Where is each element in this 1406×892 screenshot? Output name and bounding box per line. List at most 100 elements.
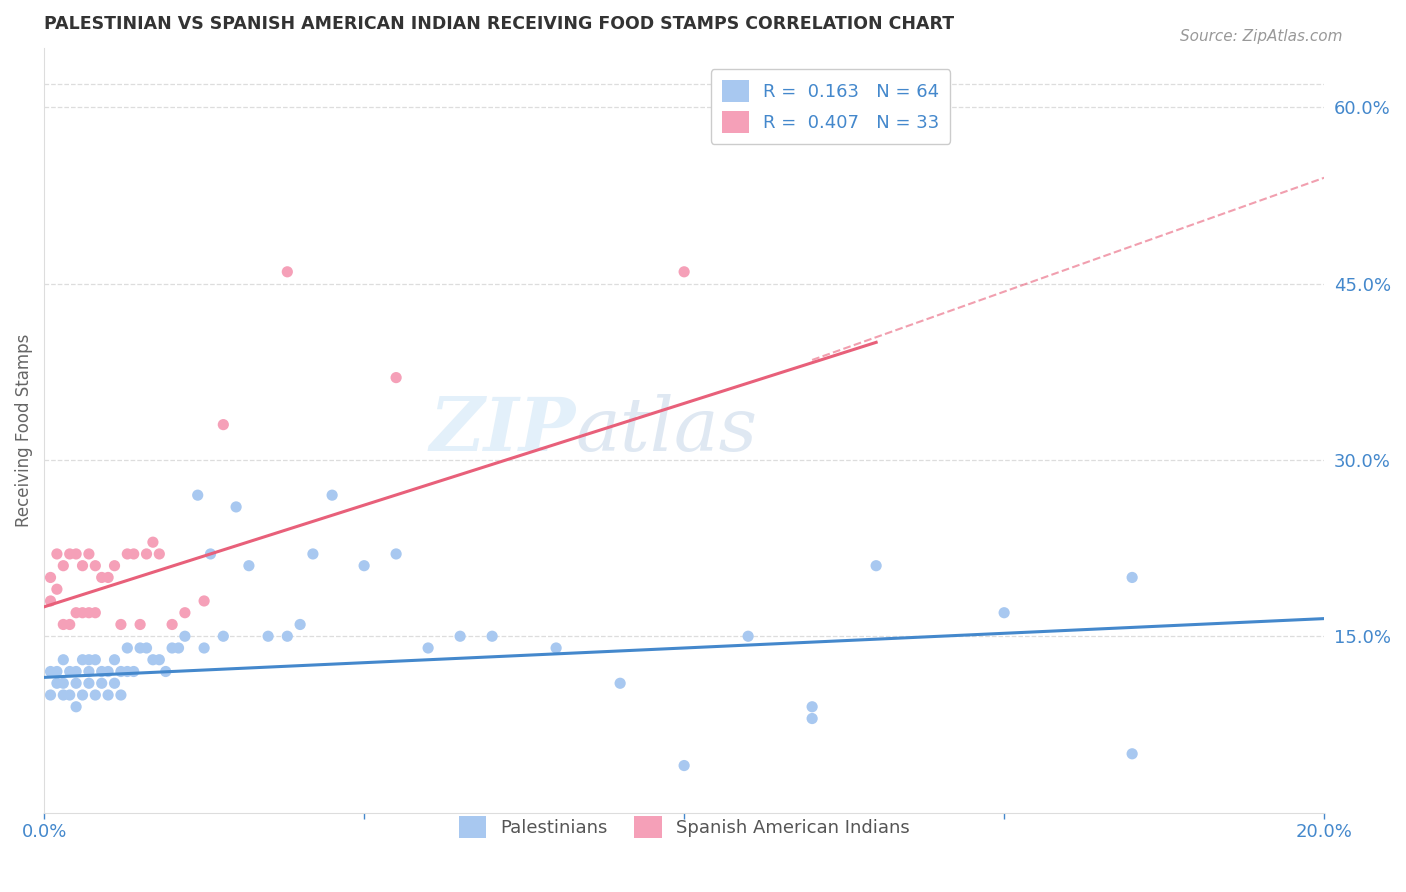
Point	[212, 629, 235, 643]
Point	[65, 676, 87, 690]
Point	[155, 665, 177, 679]
Point	[142, 535, 165, 549]
Point	[65, 606, 87, 620]
Point	[39, 665, 62, 679]
Point	[59, 547, 82, 561]
Point	[97, 665, 120, 679]
Text: Source: ZipAtlas.com: Source: ZipAtlas.com	[1180, 29, 1343, 44]
Point	[72, 688, 94, 702]
Point	[122, 547, 145, 561]
Point	[673, 758, 696, 772]
Point	[481, 629, 503, 643]
Point	[122, 665, 145, 679]
Point	[160, 640, 183, 655]
Text: atlas: atlas	[575, 394, 758, 467]
Point	[110, 688, 132, 702]
Point	[110, 617, 132, 632]
Legend: Palestinians, Spanish American Indians: Palestinians, Spanish American Indians	[451, 809, 917, 846]
Point	[72, 653, 94, 667]
Point	[39, 688, 62, 702]
Point	[77, 665, 100, 679]
Y-axis label: Receiving Food Stamps: Receiving Food Stamps	[15, 334, 32, 527]
Point	[225, 500, 247, 514]
Point	[135, 547, 157, 561]
Point	[801, 699, 824, 714]
Point	[77, 653, 100, 667]
Point	[801, 712, 824, 726]
Point	[129, 640, 152, 655]
Point	[238, 558, 260, 573]
Point	[59, 617, 82, 632]
Point	[174, 606, 197, 620]
Point	[193, 640, 215, 655]
Point	[148, 547, 170, 561]
Point	[257, 629, 280, 643]
Point	[117, 665, 139, 679]
Point	[103, 676, 125, 690]
Point	[90, 665, 112, 679]
Point	[142, 653, 165, 667]
Point	[39, 570, 62, 584]
Point	[737, 629, 759, 643]
Point	[52, 617, 75, 632]
Point	[117, 547, 139, 561]
Point	[302, 547, 325, 561]
Point	[84, 688, 107, 702]
Point	[167, 640, 190, 655]
Point	[129, 617, 152, 632]
Point	[90, 570, 112, 584]
Text: ZIP: ZIP	[429, 394, 575, 467]
Point	[59, 665, 82, 679]
Point	[72, 558, 94, 573]
Point	[90, 676, 112, 690]
Point	[135, 640, 157, 655]
Point	[449, 629, 471, 643]
Point	[77, 676, 100, 690]
Point	[187, 488, 209, 502]
Point	[546, 640, 568, 655]
Point	[52, 558, 75, 573]
Point	[416, 640, 439, 655]
Point	[117, 640, 139, 655]
Point	[321, 488, 343, 502]
Point	[1121, 747, 1143, 761]
Point	[45, 665, 67, 679]
Point	[160, 617, 183, 632]
Point	[84, 606, 107, 620]
Point	[110, 665, 132, 679]
Point	[276, 265, 298, 279]
Point	[59, 688, 82, 702]
Point	[174, 629, 197, 643]
Point	[148, 653, 170, 667]
Point	[52, 653, 75, 667]
Point	[77, 547, 100, 561]
Point	[353, 558, 375, 573]
Point	[97, 570, 120, 584]
Point	[103, 558, 125, 573]
Point	[865, 558, 887, 573]
Point	[45, 676, 67, 690]
Point	[609, 676, 631, 690]
Point	[77, 606, 100, 620]
Point	[276, 629, 298, 643]
Point	[72, 606, 94, 620]
Point	[52, 688, 75, 702]
Point	[673, 265, 696, 279]
Point	[193, 594, 215, 608]
Point	[212, 417, 235, 432]
Point	[200, 547, 222, 561]
Point	[45, 547, 67, 561]
Point	[65, 665, 87, 679]
Point	[39, 594, 62, 608]
Point	[84, 653, 107, 667]
Point	[993, 606, 1015, 620]
Point	[103, 653, 125, 667]
Point	[385, 547, 408, 561]
Point	[45, 582, 67, 597]
Point	[52, 676, 75, 690]
Point	[65, 547, 87, 561]
Point	[288, 617, 311, 632]
Point	[97, 688, 120, 702]
Point	[65, 699, 87, 714]
Text: PALESTINIAN VS SPANISH AMERICAN INDIAN RECEIVING FOOD STAMPS CORRELATION CHART: PALESTINIAN VS SPANISH AMERICAN INDIAN R…	[44, 15, 955, 33]
